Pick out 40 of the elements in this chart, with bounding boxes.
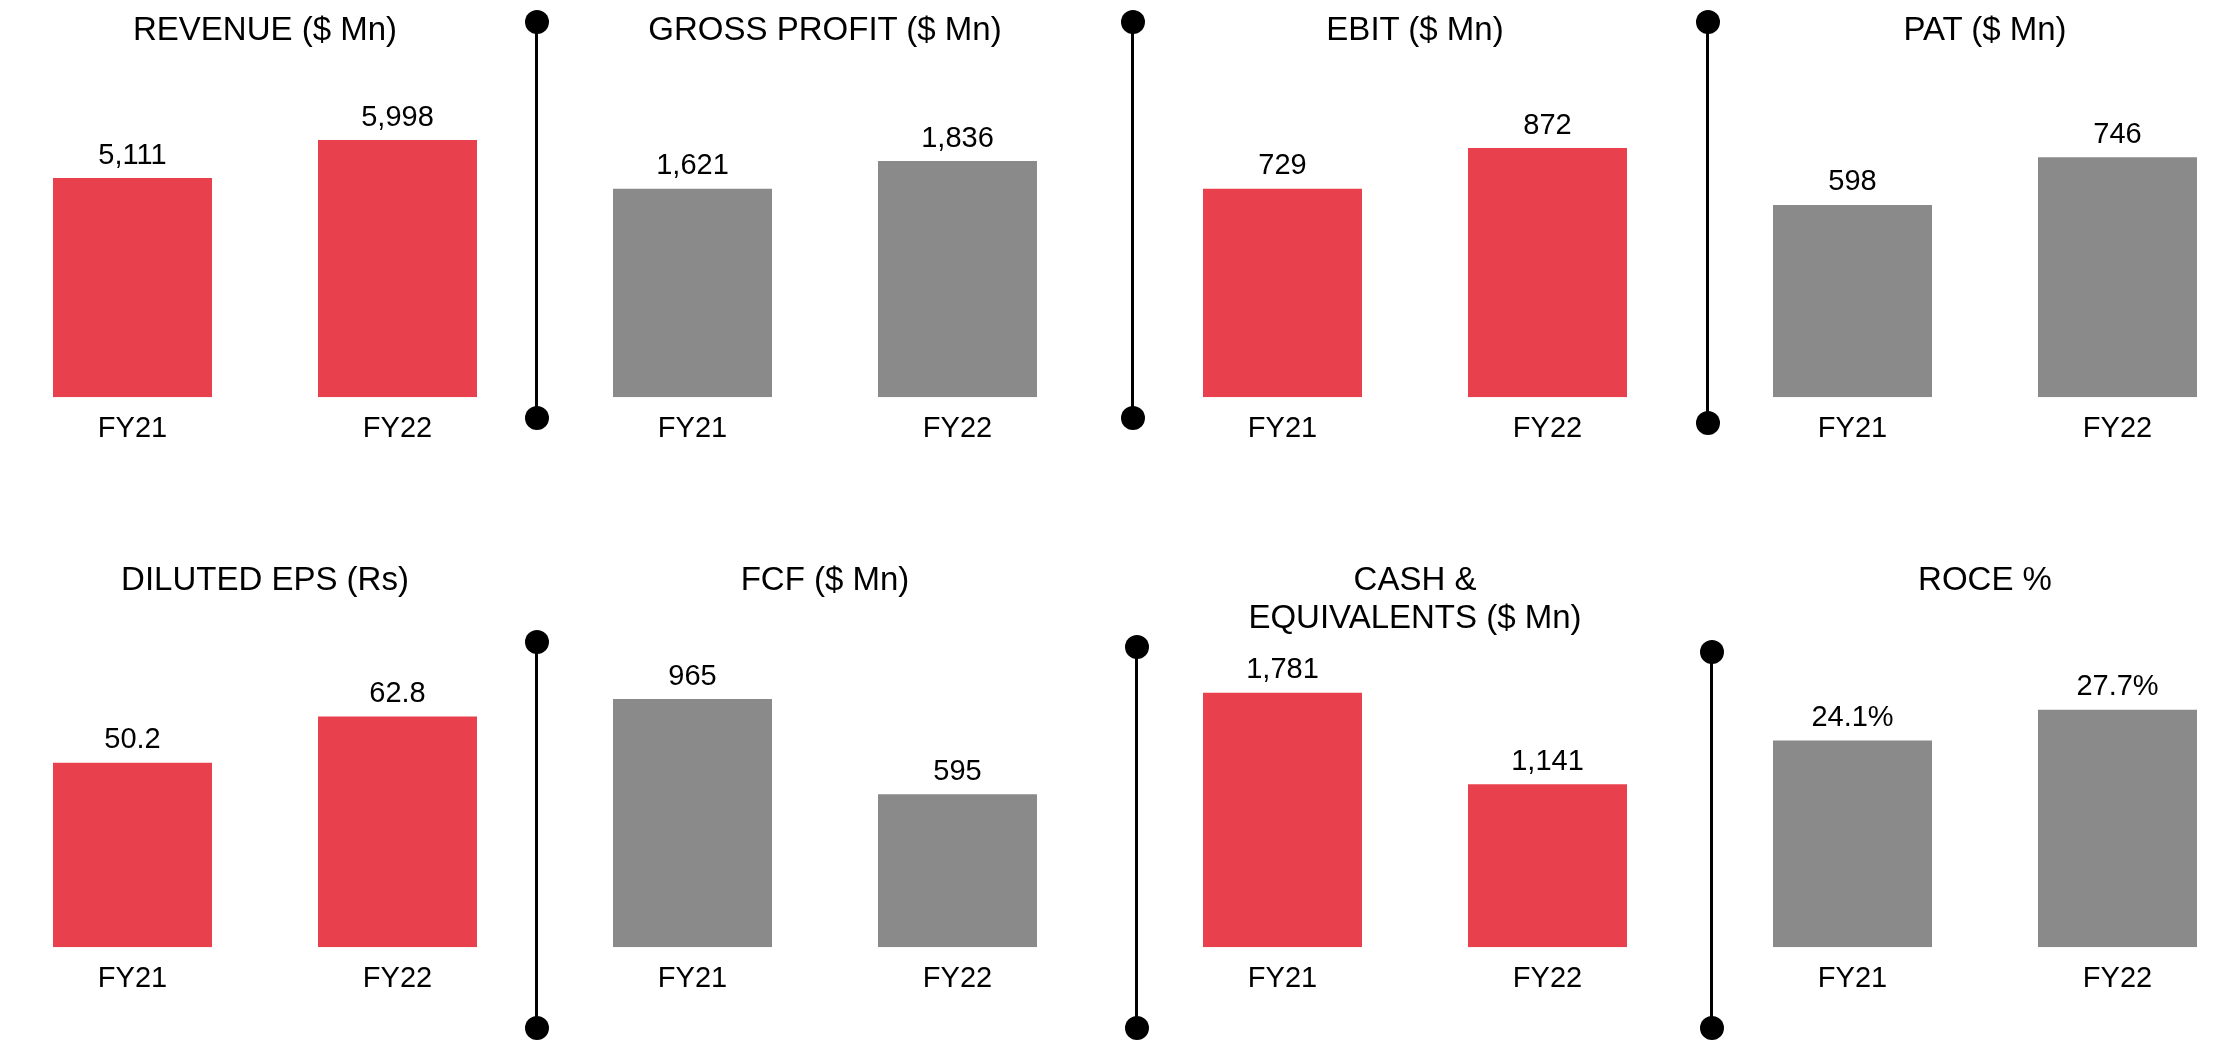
chart-title: CASH & EQUIVALENTS ($ Mn)	[1247, 560, 1583, 636]
x-tick-label: FY21	[97, 960, 168, 993]
x-tick-label: FY22	[922, 410, 993, 443]
data-label: 27.7%	[2076, 669, 2159, 702]
chart-title: GROSS PROFIT ($ Mn)	[647, 10, 1003, 48]
x-tick-label: FY22	[362, 410, 433, 443]
data-label: 729	[1258, 148, 1307, 181]
x-tick-label: FY21	[1247, 960, 1318, 993]
x-tick-label: FY21	[1817, 960, 1888, 993]
x-tick-label: FY22	[2082, 410, 2153, 443]
x-tick-label: FY22	[1512, 960, 1583, 993]
data-label: 5,998	[361, 99, 434, 132]
chart-title: PAT ($ Mn)	[1902, 10, 2068, 48]
data-label: 24.1%	[1811, 700, 1894, 733]
chart-title: ROCE %	[1917, 560, 2053, 598]
chart-title: FCF ($ Mn)	[739, 560, 911, 598]
x-tick-label: FY21	[97, 410, 168, 443]
x-tick-label: FY21	[657, 410, 728, 443]
data-label: 965	[668, 658, 717, 691]
data-label: 1,621	[656, 148, 729, 181]
x-tick-label: FY22	[362, 960, 433, 993]
x-tick-label: FY22	[1512, 410, 1583, 443]
data-label: 5,111	[98, 137, 167, 170]
data-label: 746	[2093, 116, 2142, 149]
data-label: 1,781	[1246, 652, 1319, 685]
x-tick-label: FY22	[922, 960, 993, 993]
data-label: 598	[1828, 164, 1877, 197]
data-label: 1,836	[921, 120, 994, 153]
x-tick-label: FY21	[657, 960, 728, 993]
data-label: 62.8	[369, 675, 426, 708]
chart-title: REVENUE ($ Mn)	[131, 10, 399, 48]
chart-title: EBIT ($ Mn)	[1325, 10, 1505, 48]
data-label: 50.2	[104, 722, 161, 755]
data-label: 872	[1523, 107, 1572, 140]
chart-title: DILUTED EPS (Rs)	[120, 560, 410, 598]
data-label: 595	[933, 753, 982, 786]
x-tick-label: FY21	[1817, 410, 1888, 443]
x-tick-label: FY21	[1247, 410, 1318, 443]
data-label: 1,141	[1511, 743, 1584, 776]
x-tick-label: FY22	[2082, 960, 2153, 993]
